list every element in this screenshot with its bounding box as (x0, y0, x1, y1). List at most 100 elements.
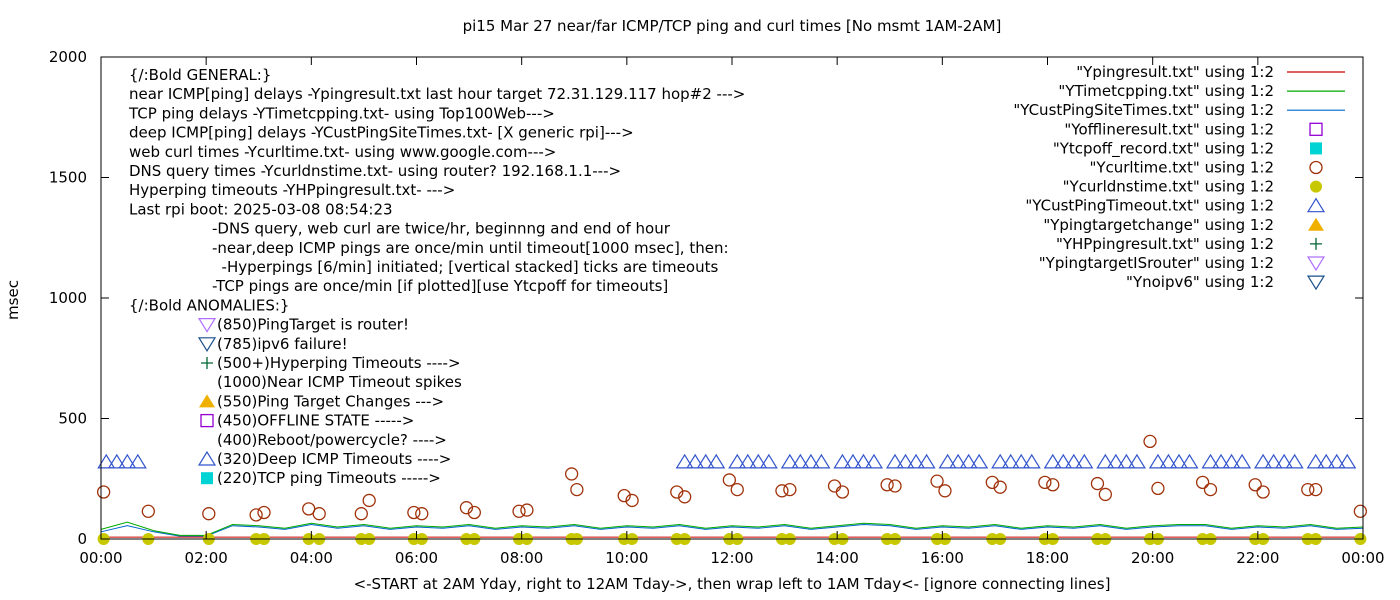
data-point (885, 453, 905, 469)
data-point (1159, 453, 1178, 469)
data-point (880, 478, 894, 492)
data-point (1306, 453, 1325, 469)
data-point (1232, 453, 1252, 469)
data-point (1148, 453, 1167, 469)
legend-label: "Ytcpoff_record.txt" using 1:2 (1053, 139, 1274, 158)
data-point (906, 453, 926, 469)
data-point (96, 485, 111, 499)
data-point (564, 467, 579, 481)
anomaly-text: (320)Deep ICMP Timeouts ----> (217, 450, 451, 468)
data-point (749, 453, 768, 469)
data-point (864, 453, 884, 469)
x-tick-label: 22:00 (1236, 549, 1279, 567)
data-point (835, 485, 850, 499)
data-point (1001, 453, 1020, 469)
data-point (1043, 453, 1062, 469)
x-tick-label: 12:00 (710, 549, 753, 567)
data-point (1275, 453, 1294, 469)
note-line: deep ICMP[ping] delays -YCustPingSiteTim… (129, 124, 634, 142)
data-point (1038, 475, 1052, 490)
data-point (1127, 453, 1146, 469)
y-tick-label: 0 (77, 530, 87, 548)
y-tick-label: 2000 (49, 48, 87, 66)
data-point (775, 484, 789, 498)
data-point (938, 484, 952, 498)
note-line: web curl times -Ycurltime.txt- using www… (129, 143, 556, 161)
data-point (670, 485, 684, 499)
data-point (617, 488, 631, 503)
data-point (896, 453, 915, 469)
legend-label: "Ycurltime.txt" using 1:2 (1089, 159, 1274, 177)
data-point (1169, 453, 1189, 469)
data-point (993, 480, 1007, 494)
data-point (249, 508, 263, 522)
data-point (949, 453, 968, 469)
data-point (1338, 453, 1357, 469)
anomaly-marker (201, 472, 213, 485)
anomaly-text: (1000)Near ICMP Timeout spikes (217, 373, 462, 391)
data-point (1151, 481, 1165, 496)
x-tick-label: 00:00 (1341, 549, 1384, 567)
anomaly-marker (197, 450, 217, 466)
legend-sample (1308, 217, 1324, 231)
note-line: {/:Bold GENERAL:} (129, 66, 271, 84)
note-line: TCP ping delays -YTimetcpping.txt- using… (128, 104, 555, 122)
legend-label: "YTimetcpping.txt" using 1:2 (1058, 82, 1274, 100)
data-point (1022, 453, 1041, 469)
x-tick-label: 14:00 (816, 549, 859, 567)
legend-sample (1310, 142, 1322, 155)
data-point (675, 453, 694, 469)
data-point (759, 453, 778, 469)
x-tick-label: 02:00 (185, 549, 228, 567)
data-point (1264, 453, 1283, 469)
data-point (1353, 504, 1368, 518)
anomaly-marker (199, 394, 215, 408)
legend-sample (1309, 160, 1323, 175)
data-point (843, 453, 863, 469)
data-point (467, 505, 481, 520)
data-point (707, 453, 726, 469)
legend-label: "YpingtargetISrouter" using 1:2 (1039, 254, 1274, 272)
chart-title: pi15 Mar 27 near/far ICMP/TCP ping and c… (463, 17, 1002, 35)
data-point (888, 479, 902, 493)
data-point (1195, 475, 1210, 490)
data-point (728, 453, 747, 469)
anomaly-text: (220)TCP ping Timeouts -----> (217, 469, 441, 487)
data-point (570, 482, 584, 497)
data-point (833, 453, 852, 469)
data-point (520, 503, 534, 517)
data-point (791, 453, 810, 469)
data-point (917, 453, 936, 469)
anomaly-marker (200, 413, 214, 428)
legend-sample (1310, 180, 1322, 193)
x-tick-label: 20:00 (1131, 549, 1174, 567)
data-point (938, 453, 957, 469)
legend-label: "Ypingresult.txt" using 1:2 (1076, 63, 1274, 81)
data-point (312, 507, 326, 521)
y-axis-label: msec (4, 280, 22, 320)
data-point (141, 504, 155, 518)
data-point (407, 505, 421, 520)
anomaly-text: (450)OFFLINE STATE -----> (217, 412, 414, 430)
x-tick-label: 06:00 (395, 549, 438, 567)
data-point (1254, 453, 1273, 469)
data-point (1054, 453, 1073, 469)
data-point (1117, 453, 1136, 469)
data-point (625, 493, 639, 508)
legend-label: "YHPpingresult.txt" using 1:2 (1056, 235, 1274, 253)
legend-label: "Ycurldnstime.txt" using 1:2 (1063, 178, 1274, 196)
annotation-block: {/:Bold GENERAL:}near ICMP[ping] delays … (128, 66, 745, 487)
anomaly-marker (197, 318, 217, 333)
anomaly-text: (550)Ping Target Changes ---> (217, 392, 444, 410)
anomaly-text: (500+)Hyperping Timeouts ----> (217, 354, 461, 372)
x-tick-label: 08:00 (500, 549, 543, 567)
legend: "Ypingresult.txt" using 1:2"YTimetcpping… (1013, 63, 1345, 291)
data-point (1203, 482, 1218, 497)
data-point (107, 453, 126, 469)
data-point (678, 490, 692, 504)
data-point (202, 507, 216, 521)
note-line: -DNS query, web curl are twice/hr, begin… (212, 220, 671, 238)
series-line (100, 523, 1364, 537)
anomaly-text: (850)PingTarget is router! (217, 316, 409, 334)
x-tick-label: 04:00 (290, 549, 333, 567)
